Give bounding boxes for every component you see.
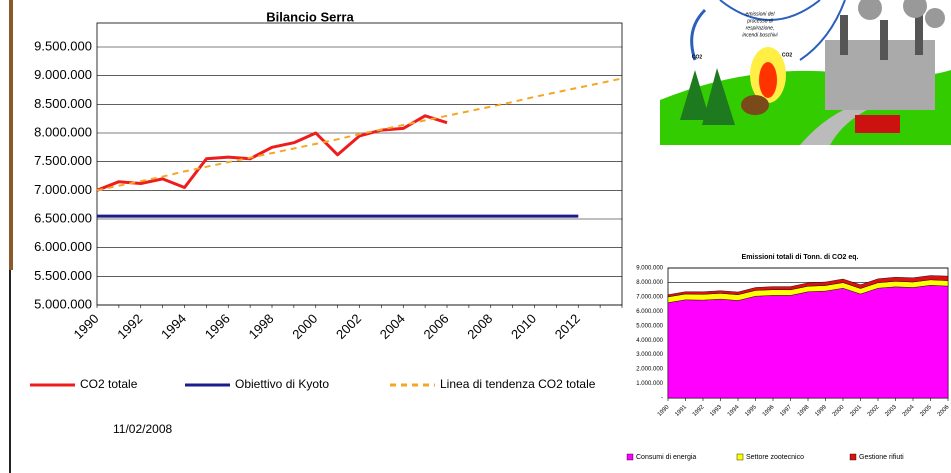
truck bbox=[855, 115, 900, 133]
y-tick-label: 7.000.000 bbox=[636, 294, 663, 300]
y-tick-label: 7.500.000 bbox=[34, 153, 92, 168]
animal bbox=[741, 95, 769, 115]
chart-title: Bilancio Serra bbox=[266, 9, 354, 24]
illustration-caption: processo di bbox=[746, 18, 773, 24]
y-tick-label: 8.000.000 bbox=[636, 280, 663, 286]
y-tick-label: 5.000.000 bbox=[636, 323, 663, 329]
legend-label: CO2 totale bbox=[80, 377, 138, 391]
fire bbox=[759, 62, 777, 98]
y-tick-label: 8.500.000 bbox=[34, 96, 92, 111]
chart-title: Emissioni totali di Tonn. di CO2 eq. bbox=[742, 254, 859, 261]
y-tick-label: 4.000.000 bbox=[636, 338, 663, 344]
y-tick-label: 7.000.000 bbox=[34, 182, 92, 197]
y-tick-label: 2.000.000 bbox=[636, 367, 663, 373]
y-tick-label: 5.000.000 bbox=[34, 296, 92, 311]
y-tick-label: 6.000.000 bbox=[636, 309, 663, 315]
y-tick-label: 9.500.000 bbox=[34, 38, 92, 53]
legend-label: Gestione rifiuti bbox=[859, 454, 904, 461]
y-tick-label: 3.000.000 bbox=[636, 352, 663, 358]
plot-frame bbox=[97, 23, 622, 305]
y-tick-label: 9.000.000 bbox=[636, 266, 663, 272]
legend-swatch bbox=[737, 454, 743, 460]
illustration-caption: incendi boschivi bbox=[742, 32, 778, 38]
y-tick-label: 6.000.000 bbox=[34, 239, 92, 254]
y-tick-label: 5.500.000 bbox=[34, 268, 92, 283]
left-accent bbox=[9, 0, 13, 270]
date: 11/02/2008 bbox=[113, 422, 172, 436]
chimney bbox=[840, 15, 848, 55]
legend-label: Obiettivo di Kyoto bbox=[235, 377, 329, 391]
chimney bbox=[915, 15, 923, 55]
y-tick-label: 8.000.000 bbox=[34, 124, 92, 139]
legend-swatch bbox=[627, 454, 633, 460]
y-tick-label: - bbox=[661, 396, 663, 402]
illustration-caption: emissioni del bbox=[746, 11, 776, 17]
legend-swatch bbox=[850, 454, 856, 460]
y-tick-label: 9.000.000 bbox=[34, 67, 92, 82]
legend-label: Consumi di energia bbox=[636, 454, 696, 461]
chimney bbox=[880, 20, 888, 60]
legend-label: Settore zootecnico bbox=[746, 454, 804, 461]
smoke bbox=[925, 8, 945, 28]
legend-label: Linea di tendenza CO2 totale bbox=[440, 377, 596, 391]
y-tick-label: 6.500.000 bbox=[34, 210, 92, 225]
illustration: emissioni del processo di respirazione, … bbox=[660, 0, 951, 145]
area bbox=[668, 285, 948, 398]
y-tick-label: 1.000.000 bbox=[636, 381, 663, 387]
slide: 11/02/2008 emissioni del processo di res… bbox=[0, 0, 951, 473]
co2-label: CO2 bbox=[782, 52, 793, 58]
co2-label: CO2 bbox=[692, 54, 703, 60]
illustration-caption: respirazione, bbox=[746, 25, 775, 31]
